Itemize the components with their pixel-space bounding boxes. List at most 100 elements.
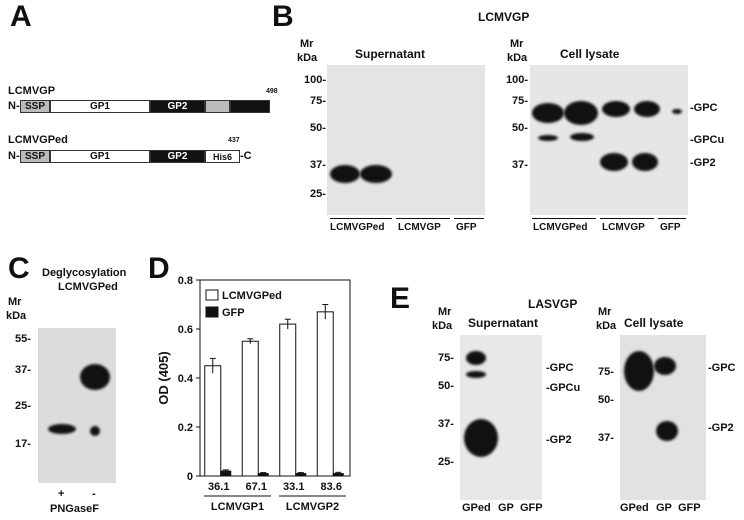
gpc-band [624,351,654,391]
group-label: LCMVGP2 [286,501,339,513]
gp2-band [632,153,658,171]
gpc-band [654,357,676,375]
gpcu-band [570,133,594,141]
mr-label: Mr [598,306,612,318]
supernatant-title: Supernatant [468,316,539,330]
panel-b-letter: B [272,0,294,33]
lasv-supernatant-blot [460,335,542,500]
transmembrane-domain [205,100,230,113]
marker-100: 100- [304,74,327,86]
kda-label: kDa [507,52,528,64]
legend-label: GFP [222,307,245,319]
category-label: 67.1 [246,481,267,493]
panel-e-title: LASVGP [528,297,578,311]
marker-37: 37- [310,159,326,171]
ssp-domain: SSP [20,150,50,163]
gpc-label: -GPC [708,362,736,374]
mr-label: Mr [510,38,524,50]
lane-label-gfp: GFP [456,222,477,233]
construct2-end-residue: 437 [228,137,240,144]
kda-label: kDa [6,310,27,322]
gp2-label: -GP2 [708,422,734,434]
marker-25: 25- [438,456,454,468]
marker-37: 37- [15,364,31,376]
lane-label-gp: GP [498,502,514,514]
marker-75: 75- [598,366,614,378]
glycosylated-band [80,364,110,390]
construct-name-lcmvgp: LCMVGP [8,85,56,97]
cell-lysate-title: Cell lysate [560,47,620,61]
gpc-band [634,101,660,117]
bar-lcmvgped [279,323,297,477]
gp2-label: -GP2 [546,434,572,446]
speck [90,426,100,436]
panel-c-letter: C [8,252,30,285]
lane-plus: + [58,488,65,500]
lane-label-gfp: GFP [520,502,543,514]
marker-100: 100- [506,74,529,86]
gpc-band [564,101,598,125]
marker-75: 75- [438,352,454,364]
marker-50: 50- [310,122,326,134]
lasv-lysate-blot [620,335,706,500]
supernatant-blot [327,65,485,215]
bar-lcmvgped [241,340,259,477]
gp2-domain: GP2 [150,100,205,113]
y-tick-label: 0.8 [178,275,193,287]
marker-37: 37- [512,159,528,171]
marker-75: 75- [512,95,528,107]
cytoplasmic-domain [230,100,270,113]
construct1-end-residue: 498 [266,88,278,95]
lane-label-gp: GP [656,502,672,514]
legend-swatch [205,289,219,301]
y-axis-label: OD (405) [156,351,171,404]
panel-d-letter: D [148,252,170,285]
ssp-domain: SSP [20,100,50,113]
gp2-band [330,165,360,183]
cell-lysate-title: Cell lysate [624,316,684,330]
gp1-domain: GP1 [50,100,150,113]
lane-label-lcmvgped: LCMVGPed [330,222,385,233]
lane-group-line [396,218,450,219]
gpcu-band [466,371,486,378]
lane-label-lcmvgp: LCMVGP [398,222,441,233]
gpcu-band [538,135,558,141]
panel-a-letter: A [10,0,32,33]
gpc-label: -GPC [546,362,574,374]
construct1-n-terminus: N- [8,100,20,112]
lane-group-line [454,218,484,219]
gp2-band [656,421,678,441]
marker-37: 37- [438,418,454,430]
gfp-lane-band [672,109,682,114]
kda-label: kDa [297,52,318,64]
od-bar-chart: 0 0.2 0.4 0.6 0.8 OD (405) 36.1 67.1 33.1 83.6 LCM… [156,275,351,513]
lane-minus: - [92,488,96,500]
gp2-band [360,165,392,183]
mr-label: Mr [300,38,314,50]
gpc-label: -GPC [690,102,718,114]
marker-50: 50- [598,394,614,406]
lane-group-line [330,218,392,219]
panel-b-title: LCMVGP [478,10,530,24]
marker-55: 55- [15,333,31,345]
bar-lcmvgped [316,311,334,477]
mr-label: Mr [8,296,22,308]
y-tick-label: 0 [187,471,193,483]
bar-lcmvgped [204,365,222,477]
panel-c-title: Deglycosylation [42,267,127,279]
pngasef-label: PNGaseF [50,503,99,515]
gp1-domain: GP1 [50,150,150,163]
his6-tag: His6 [205,150,240,163]
y-tick-label: 0.4 [178,373,194,385]
lane-group-line [658,218,686,219]
deglycosylated-band [48,424,76,434]
lane-label-lcmvgp: LCMVGP [602,222,645,233]
gpc-band [532,103,564,123]
gpcu-label: -GPCu [690,134,725,146]
category-label: 33.1 [283,481,304,493]
marker-25: 25- [310,188,326,200]
marker-17: 17- [15,438,31,450]
supernatant-title: Supernatant [355,47,426,61]
lane-label-gfp: GFP [678,502,701,514]
lane-label-gfp: GFP [660,222,681,233]
